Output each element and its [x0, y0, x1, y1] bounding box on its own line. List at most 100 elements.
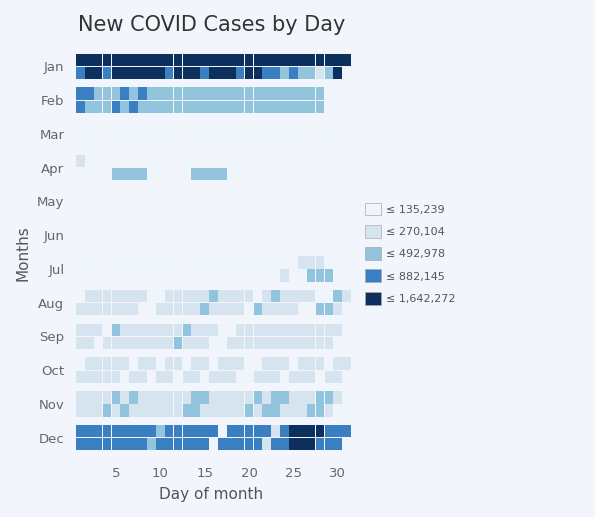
Bar [156, 290, 165, 302]
Bar [271, 269, 280, 282]
Bar [209, 391, 218, 403]
Bar [201, 121, 209, 133]
Bar [192, 357, 200, 370]
Bar [201, 391, 209, 403]
Bar [201, 189, 209, 201]
Bar [147, 290, 156, 302]
Bar [325, 425, 333, 437]
Bar [120, 155, 129, 168]
Bar [236, 357, 245, 370]
Bar [94, 438, 102, 450]
Bar [289, 168, 298, 180]
Bar [333, 391, 342, 403]
Bar [129, 404, 138, 417]
Bar [120, 121, 129, 133]
Bar [271, 337, 280, 349]
Bar [183, 54, 191, 66]
Bar [236, 391, 245, 403]
Bar [227, 324, 236, 336]
Bar [253, 67, 262, 79]
Bar [112, 101, 120, 113]
Bar [280, 357, 289, 370]
Bar [76, 202, 84, 214]
Bar [227, 357, 236, 370]
Bar [298, 189, 306, 201]
Bar [129, 357, 138, 370]
Bar [342, 290, 351, 302]
Bar [271, 324, 280, 336]
Bar [165, 236, 174, 248]
Bar [289, 67, 298, 79]
Bar [342, 236, 351, 248]
Bar [307, 54, 315, 66]
Bar [76, 87, 84, 100]
Bar [262, 324, 271, 336]
Bar [333, 54, 342, 66]
Bar [262, 425, 271, 437]
Bar [156, 101, 165, 113]
Bar [112, 222, 120, 235]
Bar [342, 357, 351, 370]
Bar [120, 87, 129, 100]
Bar [112, 256, 120, 268]
Bar [76, 324, 84, 336]
Bar [192, 222, 200, 235]
Bar [236, 87, 245, 100]
Bar [103, 121, 111, 133]
Bar [183, 155, 191, 168]
Bar [76, 101, 84, 113]
Bar [192, 425, 200, 437]
Bar [307, 324, 315, 336]
Bar [76, 425, 84, 437]
Bar [201, 290, 209, 302]
Bar [112, 189, 120, 201]
Bar [342, 425, 351, 437]
Bar [218, 404, 227, 417]
Bar [316, 134, 324, 147]
Bar [112, 121, 120, 133]
Bar [271, 425, 280, 437]
Bar [165, 222, 174, 235]
Bar [333, 371, 342, 383]
Bar [298, 134, 306, 147]
Bar [307, 101, 315, 113]
Bar [289, 371, 298, 383]
Bar [94, 371, 102, 383]
Bar [183, 425, 191, 437]
Bar [85, 391, 93, 403]
Bar [201, 54, 209, 66]
Bar [209, 324, 218, 336]
Bar [120, 134, 129, 147]
Bar [201, 324, 209, 336]
Bar [316, 425, 324, 437]
Bar [316, 337, 324, 349]
Bar [120, 324, 129, 336]
Bar [342, 134, 351, 147]
Bar [307, 222, 315, 235]
Bar [218, 54, 227, 66]
Bar [183, 67, 191, 79]
Bar [138, 324, 147, 336]
Bar [183, 236, 191, 248]
Bar [253, 425, 262, 437]
Bar [245, 54, 253, 66]
Bar [94, 357, 102, 370]
Bar [342, 101, 351, 113]
Bar [201, 168, 209, 180]
Bar [85, 87, 93, 100]
Bar [94, 256, 102, 268]
Bar [94, 101, 102, 113]
Bar [245, 155, 253, 168]
Bar [156, 168, 165, 180]
Bar [112, 155, 120, 168]
Bar [174, 425, 182, 437]
Bar [192, 189, 200, 201]
Bar [156, 404, 165, 417]
Bar [253, 222, 262, 235]
Bar [138, 404, 147, 417]
Bar [218, 324, 227, 336]
Bar [333, 337, 342, 349]
Bar [76, 222, 84, 235]
Bar [253, 121, 262, 133]
Bar [253, 87, 262, 100]
